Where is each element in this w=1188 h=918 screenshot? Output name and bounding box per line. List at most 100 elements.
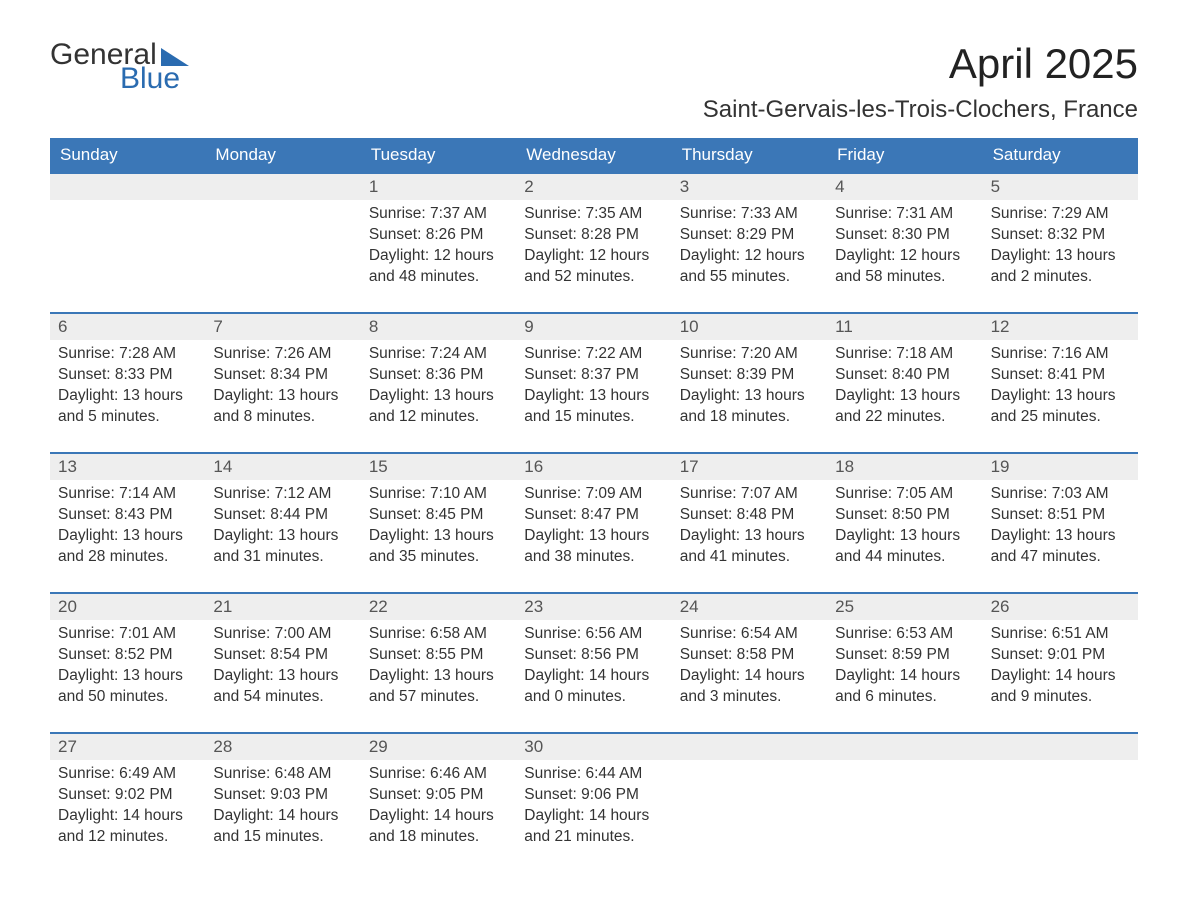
day-info-line: Sunrise: 7:28 AM xyxy=(58,344,197,365)
day-info-line: Daylight: 13 hours xyxy=(369,526,508,547)
day-info-line: and 41 minutes. xyxy=(680,547,819,568)
day-info-line: Sunset: 8:50 PM xyxy=(835,505,974,526)
day-info-line: and 48 minutes. xyxy=(369,267,508,288)
day-info-line: Sunrise: 6:53 AM xyxy=(835,624,974,645)
day-info-line: Sunrise: 7:03 AM xyxy=(991,484,1130,505)
day-info-line: and 44 minutes. xyxy=(835,547,974,568)
day-info-line: and 22 minutes. xyxy=(835,407,974,428)
day-cell: Sunrise: 7:10 AMSunset: 8:45 PMDaylight:… xyxy=(361,480,516,592)
day-cell: Sunrise: 7:07 AMSunset: 8:48 PMDaylight:… xyxy=(672,480,827,592)
day-cell: Sunrise: 7:18 AMSunset: 8:40 PMDaylight:… xyxy=(827,340,982,452)
day-cell: Sunrise: 6:56 AMSunset: 8:56 PMDaylight:… xyxy=(516,620,671,732)
day-cell: Sunrise: 7:35 AMSunset: 8:28 PMDaylight:… xyxy=(516,200,671,312)
day-info-line: Sunset: 8:54 PM xyxy=(213,645,352,666)
month-title: April 2025 xyxy=(703,40,1138,88)
day-info-line: Daylight: 13 hours xyxy=(58,526,197,547)
logo-word-blue: Blue xyxy=(120,64,189,94)
day-info-line: and 38 minutes. xyxy=(524,547,663,568)
day-info-line: Daylight: 13 hours xyxy=(524,526,663,547)
day-info-line: and 25 minutes. xyxy=(991,407,1130,428)
day-number: 16 xyxy=(516,454,671,480)
daynum-row: 13141516171819 xyxy=(50,454,1138,480)
day-info-line: Sunset: 8:55 PM xyxy=(369,645,508,666)
day-info-line: Daylight: 12 hours xyxy=(835,246,974,267)
day-info-line: and 47 minutes. xyxy=(991,547,1130,568)
day-info-line: Sunset: 8:29 PM xyxy=(680,225,819,246)
day-info-line: Sunset: 8:30 PM xyxy=(835,225,974,246)
day-number xyxy=(205,174,360,200)
day-info-line: Sunset: 9:03 PM xyxy=(213,785,352,806)
day-info-line: Daylight: 14 hours xyxy=(680,666,819,687)
day-info-line: Daylight: 14 hours xyxy=(835,666,974,687)
day-number: 12 xyxy=(983,314,1138,340)
day-info-line: and 0 minutes. xyxy=(524,687,663,708)
day-info-line: Sunset: 8:28 PM xyxy=(524,225,663,246)
weeks-container: 12345Sunrise: 7:37 AMSunset: 8:26 PMDayl… xyxy=(50,172,1138,872)
day-cell: Sunrise: 6:54 AMSunset: 8:58 PMDaylight:… xyxy=(672,620,827,732)
day-info-line: Daylight: 14 hours xyxy=(991,666,1130,687)
day-number: 15 xyxy=(361,454,516,480)
day-info-line: Sunrise: 7:31 AM xyxy=(835,204,974,225)
day-info-line: and 5 minutes. xyxy=(58,407,197,428)
weekday-header: Thursday xyxy=(672,138,827,172)
day-cell: Sunrise: 6:53 AMSunset: 8:59 PMDaylight:… xyxy=(827,620,982,732)
day-cell: Sunrise: 7:31 AMSunset: 8:30 PMDaylight:… xyxy=(827,200,982,312)
day-info-line: Daylight: 13 hours xyxy=(58,386,197,407)
day-number: 2 xyxy=(516,174,671,200)
day-info-line: Sunrise: 6:56 AM xyxy=(524,624,663,645)
day-info-line: and 54 minutes. xyxy=(213,687,352,708)
day-number: 6 xyxy=(50,314,205,340)
day-info-line: Daylight: 12 hours xyxy=(680,246,819,267)
day-cell: Sunrise: 6:51 AMSunset: 9:01 PMDaylight:… xyxy=(983,620,1138,732)
day-info-line: Sunset: 8:37 PM xyxy=(524,365,663,386)
day-cell: Sunrise: 6:48 AMSunset: 9:03 PMDaylight:… xyxy=(205,760,360,872)
day-info-line: Sunset: 8:58 PM xyxy=(680,645,819,666)
day-info-line: and 18 minutes. xyxy=(680,407,819,428)
day-info-line: Sunset: 9:06 PM xyxy=(524,785,663,806)
day-info-line: and 52 minutes. xyxy=(524,267,663,288)
day-info-line: Sunrise: 7:20 AM xyxy=(680,344,819,365)
day-info-line: Daylight: 13 hours xyxy=(680,526,819,547)
day-cell: Sunrise: 7:03 AMSunset: 8:51 PMDaylight:… xyxy=(983,480,1138,592)
day-number: 21 xyxy=(205,594,360,620)
day-info-line: Sunset: 9:02 PM xyxy=(58,785,197,806)
day-number xyxy=(827,734,982,760)
day-number: 4 xyxy=(827,174,982,200)
day-info-line: Sunset: 8:33 PM xyxy=(58,365,197,386)
day-number: 23 xyxy=(516,594,671,620)
day-cell: Sunrise: 7:37 AMSunset: 8:26 PMDaylight:… xyxy=(361,200,516,312)
location-subtitle: Saint-Gervais-les-Trois-Clochers, France xyxy=(703,96,1138,124)
day-cell: Sunrise: 7:01 AMSunset: 8:52 PMDaylight:… xyxy=(50,620,205,732)
day-number: 14 xyxy=(205,454,360,480)
week-row: 27282930Sunrise: 6:49 AMSunset: 9:02 PMD… xyxy=(50,732,1138,872)
day-info-line: Daylight: 14 hours xyxy=(524,806,663,827)
day-info-line: Sunrise: 7:14 AM xyxy=(58,484,197,505)
day-cell: Sunrise: 7:24 AMSunset: 8:36 PMDaylight:… xyxy=(361,340,516,452)
day-number: 26 xyxy=(983,594,1138,620)
day-info-line: and 12 minutes. xyxy=(369,407,508,428)
daynum-row: 20212223242526 xyxy=(50,594,1138,620)
daynum-row: 12345 xyxy=(50,174,1138,200)
day-info-line: Sunset: 8:51 PM xyxy=(991,505,1130,526)
day-number xyxy=(983,734,1138,760)
day-info-line: Daylight: 13 hours xyxy=(58,666,197,687)
day-number: 10 xyxy=(672,314,827,340)
day-number: 27 xyxy=(50,734,205,760)
day-number: 19 xyxy=(983,454,1138,480)
day-info-line: Sunrise: 7:05 AM xyxy=(835,484,974,505)
day-info-line: Sunrise: 7:37 AM xyxy=(369,204,508,225)
day-info-line: Sunset: 9:01 PM xyxy=(991,645,1130,666)
day-info-line: Sunset: 8:52 PM xyxy=(58,645,197,666)
day-info-line: Sunset: 8:48 PM xyxy=(680,505,819,526)
weekday-header-row: SundayMondayTuesdayWednesdayThursdayFrid… xyxy=(50,138,1138,172)
day-number: 18 xyxy=(827,454,982,480)
day-info-line: Sunrise: 7:24 AM xyxy=(369,344,508,365)
header: General Blue April 2025 Saint-Gervais-le… xyxy=(50,40,1138,124)
day-info-line: and 9 minutes. xyxy=(991,687,1130,708)
day-cell: Sunrise: 7:14 AMSunset: 8:43 PMDaylight:… xyxy=(50,480,205,592)
day-info-line: Sunrise: 7:22 AM xyxy=(524,344,663,365)
day-info-line: Sunrise: 7:01 AM xyxy=(58,624,197,645)
calendar: SundayMondayTuesdayWednesdayThursdayFrid… xyxy=(50,138,1138,872)
day-number: 24 xyxy=(672,594,827,620)
day-info-line: Sunrise: 7:18 AM xyxy=(835,344,974,365)
